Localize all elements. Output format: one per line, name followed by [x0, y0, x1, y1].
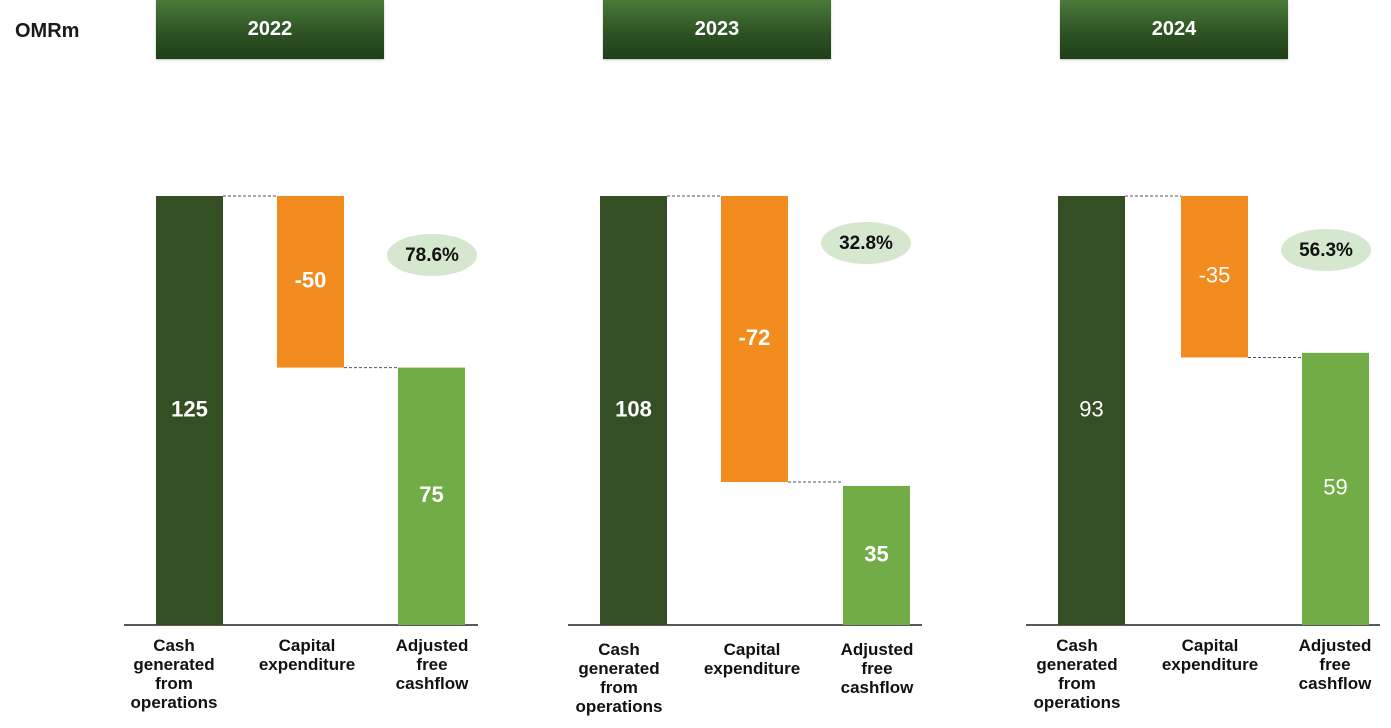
category-label-2022-free-cashflow: Adjusted free cashflow [395, 636, 469, 693]
category-label-2023-capex: Capital expenditure [703, 640, 801, 678]
value-label-2023-free-cashflow: 35 [864, 541, 888, 566]
value-label-2024-operations: 93 [1079, 396, 1103, 421]
category-label-2024-operations: Cash generated from operations [1033, 636, 1121, 712]
year-header-2023: 2023 [603, 0, 831, 59]
year-header-2024: 2024 [1060, 0, 1288, 59]
conversion-bubble-2022 [387, 234, 477, 276]
bar-2022-capex [277, 196, 344, 368]
conversion-pct-2024: 56.3% [1299, 240, 1353, 261]
conversion-bubble-2023 [821, 222, 911, 264]
value-label-2023-operations: 108 [615, 396, 652, 421]
bar-2022-operations [156, 196, 223, 625]
category-label-2022-operations: Cash generated from operations [130, 636, 218, 712]
category-label-2022-capex: Capital expenditure [258, 636, 356, 674]
conversion-pct-2023: 32.8% [839, 233, 893, 254]
bar-2023-capex [721, 196, 788, 482]
unit-label: OMRm [15, 20, 80, 42]
value-label-2022-capex: -50 [295, 268, 327, 293]
bar-2024-capex [1181, 196, 1248, 358]
value-label-2022-operations: 125 [171, 396, 208, 421]
bar-2023-operations [600, 196, 667, 625]
category-label-2024-free-cashflow: Adjusted free cashflow [1298, 636, 1372, 693]
conversion-bubble-2024 [1281, 229, 1371, 271]
category-label-2024-capex: Capital expenditure [1161, 636, 1259, 674]
bar-2024-free-cashflow [1302, 352, 1369, 625]
bar-2023-free-cashflow [843, 485, 910, 625]
category-label-2023-free-cashflow: Adjusted free cashflow [840, 640, 914, 697]
conversion-pct-2022: 78.6% [405, 245, 459, 266]
value-label-2024-free-cashflow: 59 [1323, 475, 1347, 500]
bar-2024-operations [1058, 196, 1125, 625]
year-header-2022: 2022 [156, 0, 384, 59]
value-label-2022-free-cashflow: 75 [419, 482, 443, 507]
bar-2022-free-cashflow [398, 367, 465, 625]
value-label-2023-capex: -72 [739, 325, 771, 350]
category-label-2023-operations: Cash generated from operations [575, 640, 663, 716]
value-label-2024-capex: -35 [1199, 263, 1231, 288]
